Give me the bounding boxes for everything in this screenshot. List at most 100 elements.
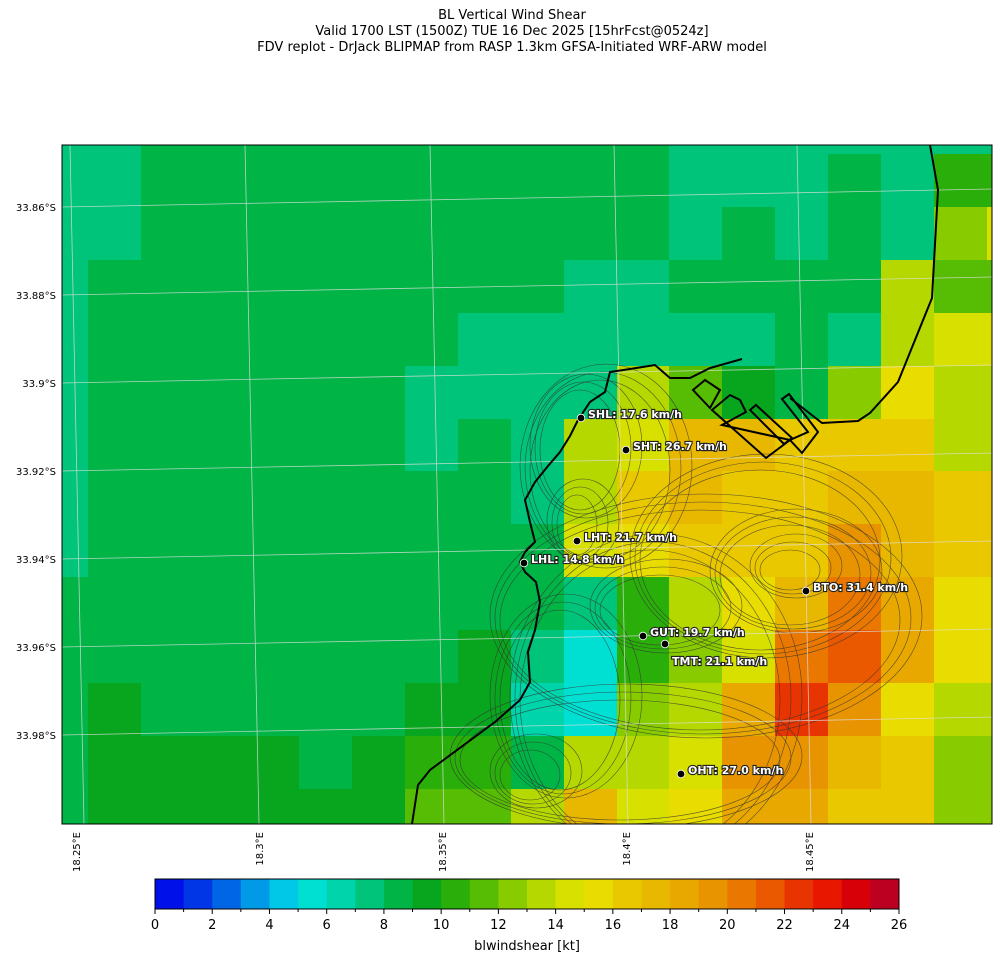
grid-cell — [881, 789, 935, 825]
grid-cell — [987, 154, 993, 208]
grid-cell — [299, 145, 353, 155]
contour-line — [524, 371, 682, 565]
station-label: LHT: 21.7 km/h — [584, 531, 677, 544]
grid-cell — [247, 577, 300, 631]
grid-cell — [669, 313, 723, 367]
grid-cell — [194, 471, 248, 525]
grid-cell — [141, 419, 195, 472]
grid-cell — [352, 154, 406, 208]
contour-line — [459, 699, 781, 821]
grid-cell — [62, 313, 89, 367]
grid-cell — [352, 789, 406, 825]
station-oht: OHT: 27.0 km/h — [676, 763, 784, 779]
grid-cell — [299, 789, 353, 825]
grid-cell — [405, 260, 459, 314]
grid-cell — [564, 789, 618, 825]
contour-line — [759, 549, 821, 591]
colorbar-tick-label: 2 — [208, 918, 216, 933]
grid-cell — [881, 471, 935, 525]
grid-cell — [62, 630, 89, 684]
grid-cell — [669, 419, 723, 472]
latitude-tick-label: 33.98°S — [16, 731, 56, 742]
grid-cell — [352, 260, 406, 314]
grid-cell — [458, 313, 512, 367]
grid-cell — [934, 471, 988, 525]
contour-line — [489, 593, 643, 799]
grid-cell — [775, 471, 829, 525]
colorbar-tick-label: 8 — [380, 918, 388, 933]
grid-cell — [828, 789, 882, 825]
title-line-1: BL Vertical Wind Shear — [438, 8, 586, 23]
contour-line — [546, 478, 620, 564]
grid-cell — [194, 577, 248, 631]
grid-cell — [405, 313, 459, 367]
grid-cell — [669, 683, 723, 737]
grid-cell — [722, 471, 776, 525]
grid-cell — [88, 145, 142, 155]
grid-cell — [934, 630, 988, 684]
coastline-west — [411, 358, 743, 824]
grid-cell — [62, 683, 89, 737]
grid-cell — [352, 419, 406, 472]
grid-cell — [987, 145, 993, 155]
grid-cell — [564, 736, 618, 790]
contour-line — [719, 524, 861, 626]
grid-cell — [405, 736, 459, 790]
station-sht: SHT: 26.7 km/h — [621, 439, 728, 455]
colorbar-segment — [527, 879, 557, 909]
colorbar-segment — [813, 879, 843, 909]
grid-cell — [511, 260, 565, 314]
grid-cell — [881, 419, 935, 472]
coastline — [411, 145, 940, 824]
grid-cell — [617, 260, 670, 314]
grid-cell — [934, 260, 988, 314]
contour-line — [454, 691, 792, 824]
grid-cell — [828, 419, 882, 472]
colorbar-segment — [183, 879, 213, 909]
latitude-tick-label: 33.94°S — [16, 555, 56, 566]
grid-cell — [669, 207, 723, 261]
grid-cell — [934, 683, 988, 737]
longitude-tick-label: 18.35°E — [438, 832, 449, 872]
grid-cell — [934, 736, 988, 790]
grid-cell — [62, 736, 89, 790]
grid-cell — [669, 577, 723, 631]
colorbar-segment — [383, 879, 413, 909]
grid-cell — [881, 736, 935, 790]
grid-cell — [775, 260, 829, 314]
colorbar-segment — [584, 879, 614, 909]
grid-cell — [669, 471, 723, 525]
grid-cell — [88, 789, 142, 825]
contour-line — [551, 486, 609, 560]
grid-cell — [564, 630, 618, 684]
grid-cell — [247, 471, 300, 525]
coastline-east — [789, 145, 940, 425]
colorbar-segment — [670, 879, 700, 909]
station-lht: LHT: 21.7 km/h — [572, 530, 678, 546]
longitude-tick-label: 18.3°E — [255, 832, 266, 866]
longitude-line — [244, 145, 260, 824]
grid-cell — [88, 524, 142, 578]
grid-cell — [299, 524, 353, 578]
colorbar-segment — [612, 879, 642, 909]
grid-cell — [934, 789, 988, 825]
latitude-line — [62, 364, 992, 384]
grid-cell — [458, 577, 512, 631]
colorbar-segment — [498, 879, 528, 909]
harbour-pier-2 — [710, 393, 793, 460]
contour-line — [634, 461, 892, 655]
station-dot-icon — [576, 413, 586, 423]
grid-cell — [299, 630, 353, 684]
grid-cell — [299, 736, 353, 790]
grid-cell — [564, 419, 618, 472]
contour-line — [754, 541, 832, 595]
grid-cell — [141, 313, 195, 367]
grid-cell — [299, 471, 353, 525]
grid-cell — [247, 366, 300, 420]
grid-cell — [669, 736, 723, 790]
station-label: LHL: 14.8 km/h — [531, 553, 624, 566]
longitude-tick-label: 18.25°E — [72, 832, 83, 872]
colorbar-label: blwindshear [kt] — [474, 939, 580, 954]
grid-cell — [987, 366, 993, 420]
